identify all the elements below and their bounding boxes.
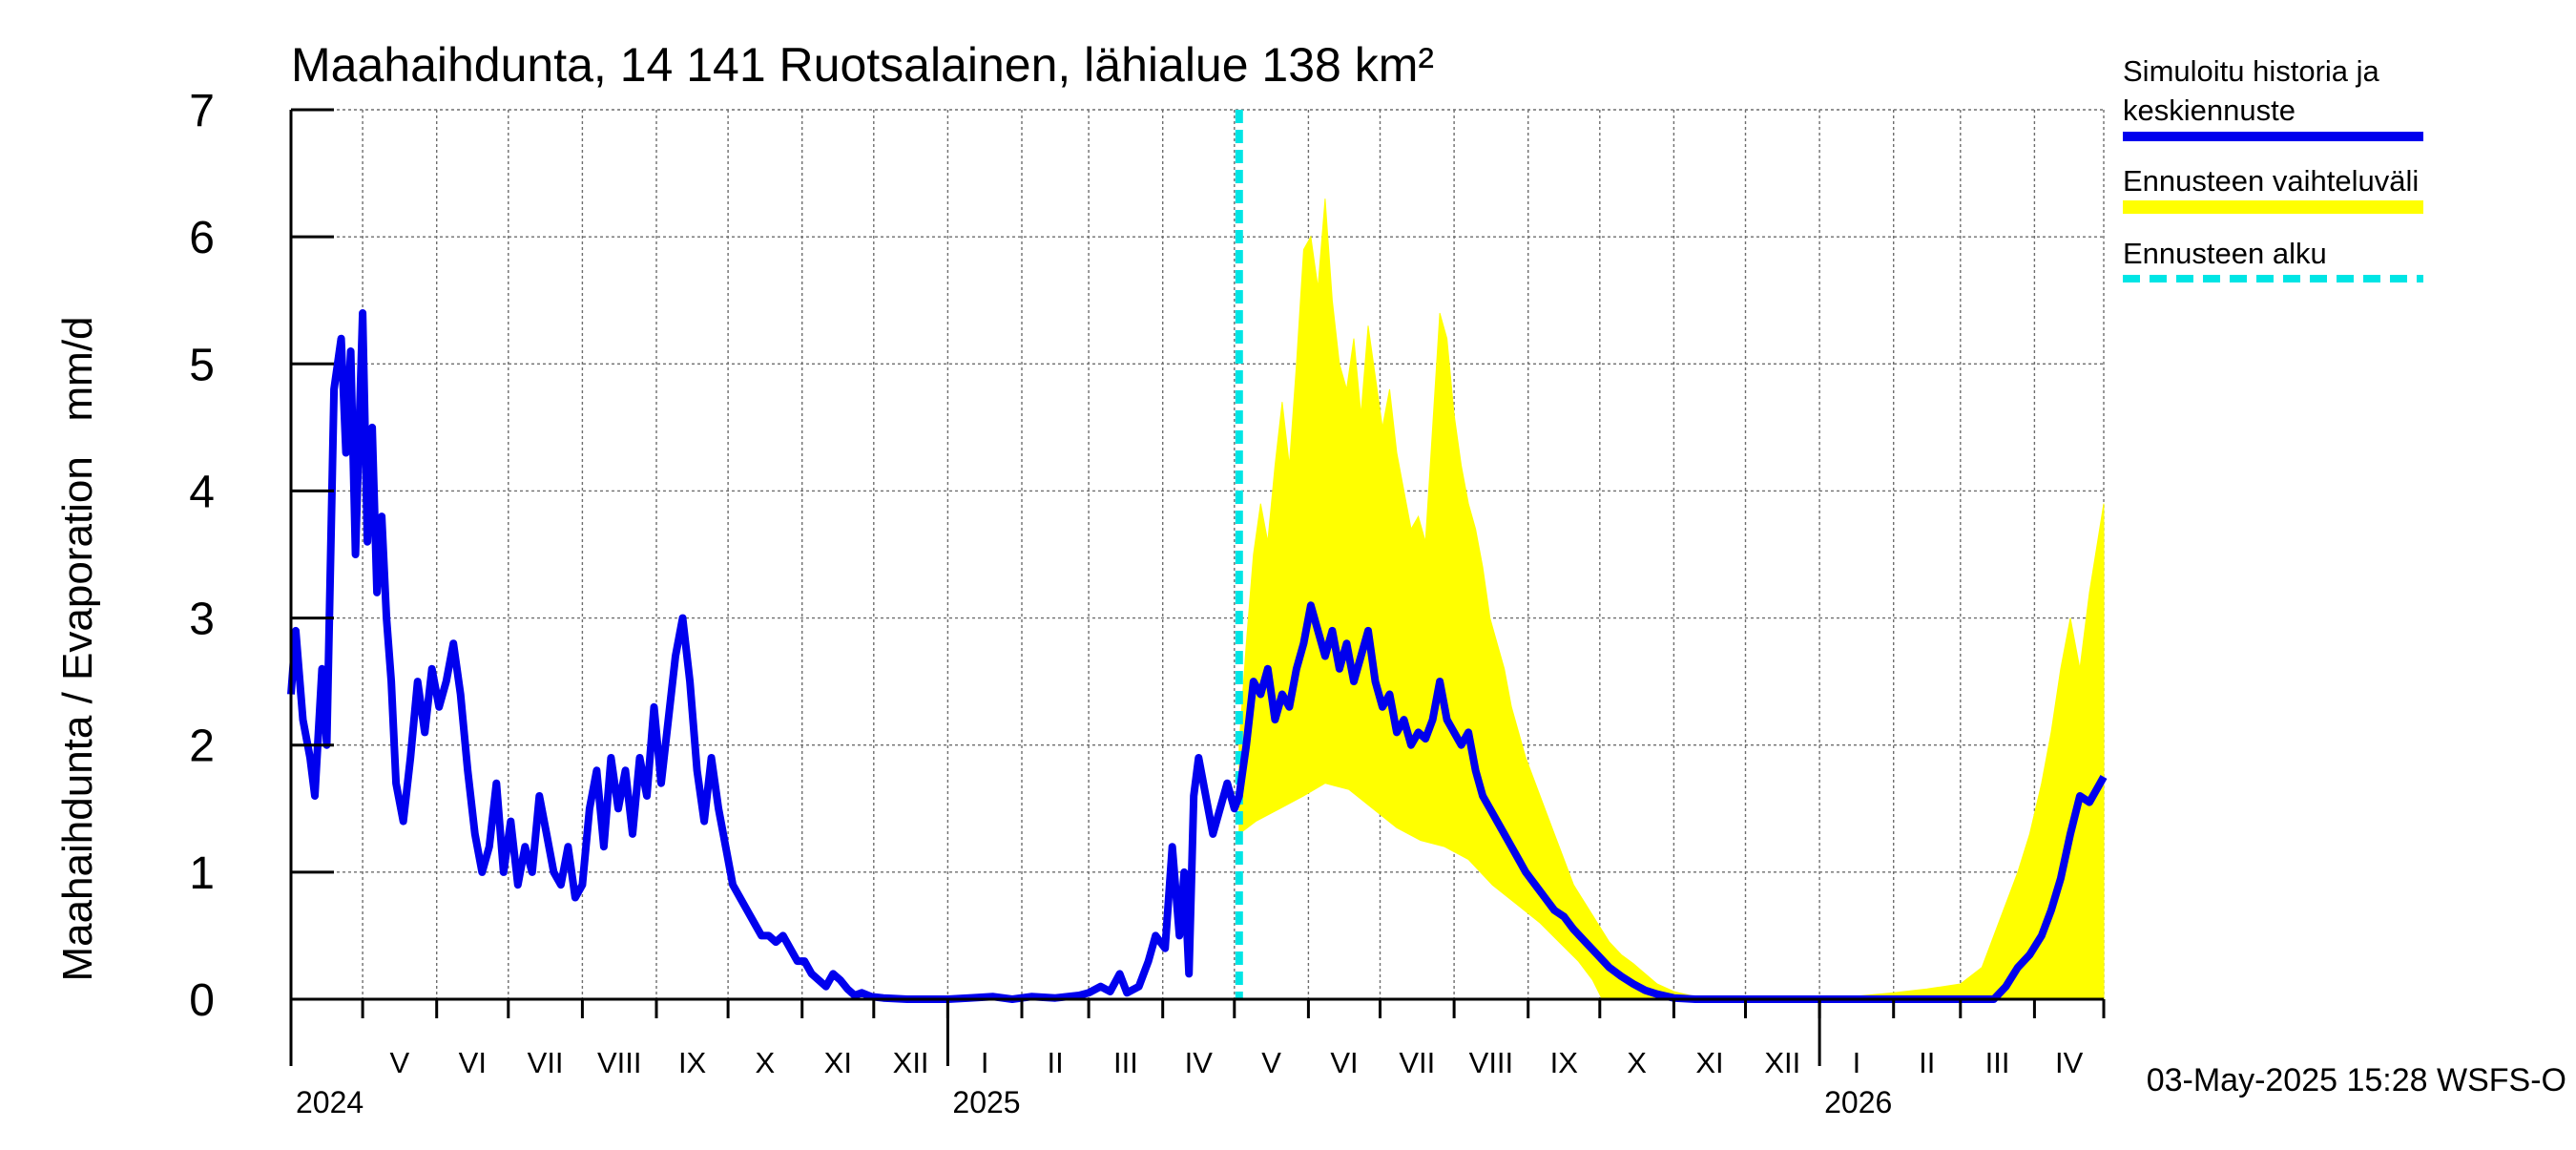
x-month-label: XI (1695, 1046, 1723, 1079)
x-month-label: VII (1399, 1046, 1435, 1079)
y-tick-label: 4 (189, 467, 215, 517)
forecast-range-area (1238, 199, 2105, 1000)
x-month-label: XII (1764, 1046, 1800, 1079)
x-month-label: I (981, 1046, 989, 1079)
x-month-label: IX (1550, 1046, 1579, 1079)
y-axis-label: Maahaihdunta / Evaporation mm/d (54, 316, 101, 981)
chart-title: Maahaihdunta, 14 141 Ruotsalainen, lähia… (291, 38, 1434, 92)
x-month-label: III (1113, 1046, 1138, 1079)
legend-label-history-line2: keskiennuste (2123, 94, 2296, 127)
x-month-label: V (1261, 1046, 1281, 1079)
footer-timestamp: 03-May-2025 15:28 WSFS-O (2147, 1062, 2566, 1098)
x-month-label: III (1985, 1046, 2010, 1079)
y-tick-label: 3 (189, 595, 215, 645)
y-tick-label: 7 (189, 86, 215, 136)
x-year-label: 2024 (296, 1085, 364, 1119)
x-month-label: VI (1330, 1046, 1358, 1079)
x-month-label: IV (2055, 1046, 2084, 1079)
x-month-label: II (1047, 1046, 1063, 1079)
x-month-label: XI (824, 1046, 852, 1079)
x-month-label: VII (528, 1046, 564, 1079)
x-month-label: VIII (597, 1046, 642, 1079)
x-month-label: VI (459, 1046, 487, 1079)
y-tick-label: 0 (189, 975, 215, 1026)
x-month-label: I (1853, 1046, 1861, 1079)
y-tick-label: 6 (189, 213, 215, 263)
x-month-label: V (390, 1046, 410, 1079)
y-tick-label: 1 (189, 848, 215, 899)
x-year-label: 2026 (1824, 1085, 1892, 1119)
x-month-label: II (1919, 1046, 1935, 1079)
legend-label-start: Ennusteen alku (2123, 237, 2327, 270)
legend-label-history-line1: Simuloitu historia ja (2123, 54, 2380, 88)
legend: Simuloitu historia ja keskiennuste Ennus… (2123, 54, 2423, 282)
y-tick-label: 2 (189, 721, 215, 772)
x-month-label: X (1627, 1046, 1647, 1079)
x-month-label: XII (893, 1046, 929, 1079)
x-month-label: VIII (1469, 1046, 1514, 1079)
x-month-label: IV (1185, 1046, 1214, 1079)
x-month-label: IX (678, 1046, 707, 1079)
x-year-label: 2025 (952, 1085, 1020, 1119)
y-tick-label: 5 (189, 340, 215, 390)
legend-label-range: Ennusteen vaihteluväli (2123, 164, 2419, 198)
x-month-label: X (756, 1046, 776, 1079)
